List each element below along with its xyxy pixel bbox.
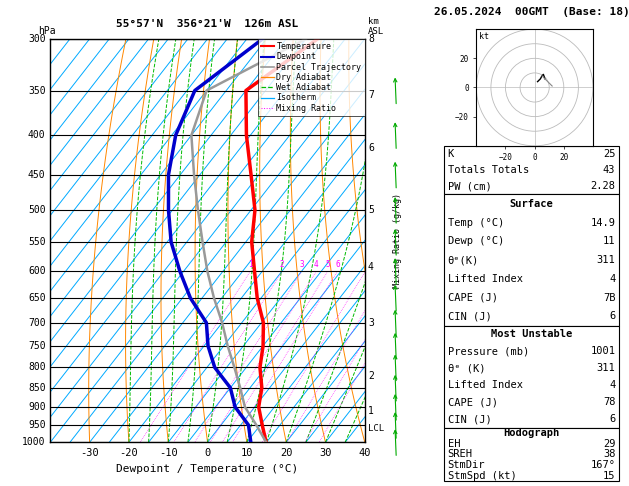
Text: 4: 4 — [609, 274, 615, 284]
Text: 43: 43 — [603, 165, 615, 175]
Text: 14.9: 14.9 — [591, 218, 615, 227]
Text: 850: 850 — [28, 383, 46, 393]
Text: 1: 1 — [248, 260, 253, 269]
Text: 6: 6 — [609, 414, 615, 424]
Text: -10: -10 — [159, 448, 177, 458]
Text: 38: 38 — [603, 450, 615, 459]
Text: SREH: SREH — [448, 450, 472, 459]
Text: km
ASL: km ASL — [368, 17, 384, 36]
Text: 26.05.2024  00GMT  (Base: 18): 26.05.2024 00GMT (Base: 18) — [433, 7, 629, 17]
Text: Hodograph: Hodograph — [503, 428, 560, 438]
Bar — [444, 194, 619, 326]
Text: 450: 450 — [28, 170, 46, 180]
Text: θᵉ(K): θᵉ(K) — [448, 255, 479, 265]
Text: 2.28: 2.28 — [591, 181, 615, 191]
Text: Lifted Index: Lifted Index — [448, 380, 523, 390]
Text: 25: 25 — [603, 149, 615, 159]
Text: 6: 6 — [335, 260, 340, 269]
Text: PW (cm): PW (cm) — [448, 181, 491, 191]
Bar — [444, 428, 619, 481]
Text: Lifted Index: Lifted Index — [448, 274, 523, 284]
Text: 4: 4 — [368, 261, 374, 272]
Text: 1000: 1000 — [22, 437, 46, 447]
Text: 1001: 1001 — [591, 346, 615, 356]
Text: 650: 650 — [28, 293, 46, 303]
Text: 6: 6 — [368, 142, 374, 153]
Text: 55°57'N  356°21'W  126m ASL: 55°57'N 356°21'W 126m ASL — [116, 19, 299, 29]
Text: 29: 29 — [603, 439, 615, 449]
Text: 2: 2 — [280, 260, 284, 269]
Text: K: K — [448, 149, 454, 159]
Text: 950: 950 — [28, 420, 46, 430]
Text: 11: 11 — [603, 236, 615, 246]
Text: 700: 700 — [28, 318, 46, 328]
Bar — [444, 326, 619, 428]
Text: CIN (J): CIN (J) — [448, 311, 491, 321]
Text: 20: 20 — [280, 448, 292, 458]
Text: StmSpd (kt): StmSpd (kt) — [448, 471, 516, 481]
Text: 4: 4 — [314, 260, 319, 269]
Text: CAPE (J): CAPE (J) — [448, 397, 498, 407]
Text: CIN (J): CIN (J) — [448, 414, 491, 424]
Text: 350: 350 — [28, 86, 46, 96]
Text: 311: 311 — [597, 255, 615, 265]
Text: 30: 30 — [320, 448, 331, 458]
Text: 5: 5 — [326, 260, 330, 269]
Text: 750: 750 — [28, 341, 46, 351]
Text: kt: kt — [479, 33, 489, 41]
Text: EH: EH — [448, 439, 460, 449]
Text: 900: 900 — [28, 402, 46, 412]
Text: Most Unstable: Most Unstable — [491, 329, 572, 339]
Text: Temp (°C): Temp (°C) — [448, 218, 504, 227]
Text: StmDir: StmDir — [448, 460, 485, 470]
Text: 550: 550 — [28, 237, 46, 247]
Text: 6: 6 — [609, 311, 615, 321]
Text: 40: 40 — [359, 448, 371, 458]
Text: 2: 2 — [368, 371, 374, 381]
Text: -30: -30 — [81, 448, 99, 458]
Text: 500: 500 — [28, 205, 46, 215]
Text: -20: -20 — [120, 448, 138, 458]
Text: 3: 3 — [368, 318, 374, 328]
Text: 78: 78 — [603, 397, 615, 407]
Legend: Temperature, Dewpoint, Parcel Trajectory, Dry Adiabat, Wet Adiabat, Isotherm, Mi: Temperature, Dewpoint, Parcel Trajectory… — [258, 39, 365, 116]
Text: Dewp (°C): Dewp (°C) — [448, 236, 504, 246]
Text: 7B: 7B — [603, 293, 615, 302]
Text: 10: 10 — [241, 448, 253, 458]
Text: 7: 7 — [368, 90, 374, 100]
Text: 400: 400 — [28, 130, 46, 140]
Text: 311: 311 — [597, 363, 615, 373]
Text: 8: 8 — [368, 34, 374, 44]
Text: θᵉ (K): θᵉ (K) — [448, 363, 485, 373]
Text: Surface: Surface — [509, 199, 554, 209]
Text: Pressure (mb): Pressure (mb) — [448, 346, 529, 356]
Bar — [444, 146, 619, 194]
Text: 5: 5 — [368, 205, 374, 215]
Text: Dewpoint / Temperature (°C): Dewpoint / Temperature (°C) — [116, 465, 299, 474]
Text: 600: 600 — [28, 266, 46, 276]
Text: CAPE (J): CAPE (J) — [448, 293, 498, 302]
Text: 4: 4 — [609, 380, 615, 390]
Text: Mixing Ratio (g/kg): Mixing Ratio (g/kg) — [393, 193, 402, 288]
Text: 3: 3 — [299, 260, 304, 269]
Text: Totals Totals: Totals Totals — [448, 165, 529, 175]
Text: 15: 15 — [603, 471, 615, 481]
Text: 800: 800 — [28, 363, 46, 372]
Text: 300: 300 — [28, 34, 46, 44]
Text: LCL: LCL — [368, 424, 384, 433]
Text: hPa: hPa — [38, 26, 55, 36]
Text: 1: 1 — [368, 406, 374, 416]
Text: 167°: 167° — [591, 460, 615, 470]
Text: 0: 0 — [204, 448, 211, 458]
